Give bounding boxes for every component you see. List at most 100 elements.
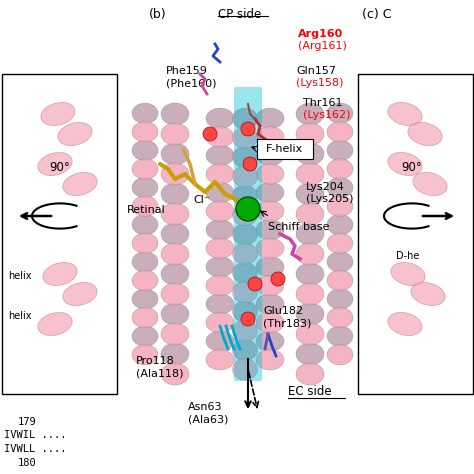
Ellipse shape bbox=[296, 303, 324, 325]
Bar bbox=[358, 74, 473, 394]
Ellipse shape bbox=[161, 263, 189, 285]
Ellipse shape bbox=[161, 203, 189, 225]
Ellipse shape bbox=[296, 203, 324, 225]
Ellipse shape bbox=[132, 252, 158, 272]
Ellipse shape bbox=[206, 238, 234, 258]
Ellipse shape bbox=[296, 323, 324, 345]
Ellipse shape bbox=[206, 201, 234, 221]
Ellipse shape bbox=[413, 173, 447, 196]
Ellipse shape bbox=[296, 283, 324, 305]
Ellipse shape bbox=[296, 243, 324, 265]
Ellipse shape bbox=[233, 339, 257, 361]
Ellipse shape bbox=[327, 103, 353, 124]
Ellipse shape bbox=[132, 177, 158, 198]
Text: Thr161: Thr161 bbox=[303, 98, 343, 108]
Text: Pro118: Pro118 bbox=[136, 356, 175, 366]
Circle shape bbox=[248, 277, 262, 291]
Text: D-he: D-he bbox=[396, 251, 419, 261]
Text: (b): (b) bbox=[149, 8, 167, 21]
Text: (Arg161): (Arg161) bbox=[298, 41, 347, 51]
Ellipse shape bbox=[132, 215, 158, 235]
Ellipse shape bbox=[256, 256, 284, 277]
Ellipse shape bbox=[256, 275, 284, 296]
Ellipse shape bbox=[296, 143, 324, 165]
Ellipse shape bbox=[132, 326, 158, 346]
Text: Asn63: Asn63 bbox=[188, 402, 222, 412]
Ellipse shape bbox=[233, 359, 257, 380]
Ellipse shape bbox=[256, 127, 284, 147]
Ellipse shape bbox=[256, 331, 284, 351]
Ellipse shape bbox=[161, 243, 189, 265]
Text: (Lys205): (Lys205) bbox=[306, 194, 354, 204]
Ellipse shape bbox=[58, 122, 92, 146]
Ellipse shape bbox=[161, 183, 189, 205]
Ellipse shape bbox=[327, 177, 353, 198]
Ellipse shape bbox=[206, 219, 234, 240]
Text: CP side: CP side bbox=[218, 8, 261, 21]
Ellipse shape bbox=[256, 145, 284, 165]
Ellipse shape bbox=[43, 263, 77, 285]
Ellipse shape bbox=[233, 243, 257, 264]
Text: helix: helix bbox=[8, 311, 31, 321]
Ellipse shape bbox=[161, 343, 189, 365]
Circle shape bbox=[203, 127, 217, 141]
Text: Cl⁻: Cl⁻ bbox=[193, 195, 210, 205]
Ellipse shape bbox=[233, 262, 257, 283]
Ellipse shape bbox=[38, 312, 72, 336]
Ellipse shape bbox=[233, 224, 257, 245]
Ellipse shape bbox=[233, 108, 257, 129]
Circle shape bbox=[241, 122, 255, 136]
Text: Retinal: Retinal bbox=[127, 205, 166, 215]
Ellipse shape bbox=[161, 103, 189, 125]
Ellipse shape bbox=[63, 283, 97, 306]
Text: 180: 180 bbox=[18, 458, 37, 468]
Text: (Phe160): (Phe160) bbox=[166, 78, 217, 88]
Ellipse shape bbox=[132, 233, 158, 254]
Text: 90°: 90° bbox=[50, 161, 70, 174]
Text: IVWIL ....: IVWIL .... bbox=[4, 430, 66, 440]
Text: F-helix: F-helix bbox=[266, 144, 304, 154]
Ellipse shape bbox=[256, 312, 284, 333]
Ellipse shape bbox=[132, 307, 158, 328]
Ellipse shape bbox=[161, 143, 189, 165]
Bar bbox=[2, 74, 117, 394]
Ellipse shape bbox=[408, 122, 442, 146]
Ellipse shape bbox=[161, 363, 189, 385]
Ellipse shape bbox=[161, 123, 189, 145]
Circle shape bbox=[241, 312, 255, 326]
Ellipse shape bbox=[256, 294, 284, 314]
Ellipse shape bbox=[206, 108, 234, 128]
Ellipse shape bbox=[233, 146, 257, 168]
Ellipse shape bbox=[132, 196, 158, 216]
Ellipse shape bbox=[63, 173, 97, 196]
Ellipse shape bbox=[256, 238, 284, 258]
Ellipse shape bbox=[296, 223, 324, 245]
Ellipse shape bbox=[388, 153, 422, 175]
Text: Phe159: Phe159 bbox=[166, 66, 208, 76]
Ellipse shape bbox=[327, 252, 353, 272]
Ellipse shape bbox=[388, 102, 422, 126]
Text: 90°: 90° bbox=[401, 161, 422, 174]
Ellipse shape bbox=[296, 343, 324, 365]
Ellipse shape bbox=[206, 127, 234, 147]
Ellipse shape bbox=[391, 263, 425, 285]
Ellipse shape bbox=[206, 164, 234, 184]
Ellipse shape bbox=[296, 103, 324, 125]
Ellipse shape bbox=[206, 275, 234, 296]
Text: (Ala63): (Ala63) bbox=[188, 414, 228, 424]
Ellipse shape bbox=[256, 182, 284, 203]
Ellipse shape bbox=[327, 215, 353, 235]
Ellipse shape bbox=[206, 331, 234, 351]
FancyBboxPatch shape bbox=[257, 139, 313, 159]
Text: Glu182: Glu182 bbox=[263, 306, 303, 316]
Text: IVWLL ....: IVWLL .... bbox=[4, 444, 66, 454]
Ellipse shape bbox=[161, 223, 189, 245]
Text: 179: 179 bbox=[18, 417, 37, 427]
Ellipse shape bbox=[38, 153, 72, 175]
Ellipse shape bbox=[233, 320, 257, 341]
Text: (Lys162): (Lys162) bbox=[303, 110, 350, 120]
Ellipse shape bbox=[206, 182, 234, 203]
Ellipse shape bbox=[132, 345, 158, 365]
Ellipse shape bbox=[132, 122, 158, 142]
Ellipse shape bbox=[256, 201, 284, 221]
